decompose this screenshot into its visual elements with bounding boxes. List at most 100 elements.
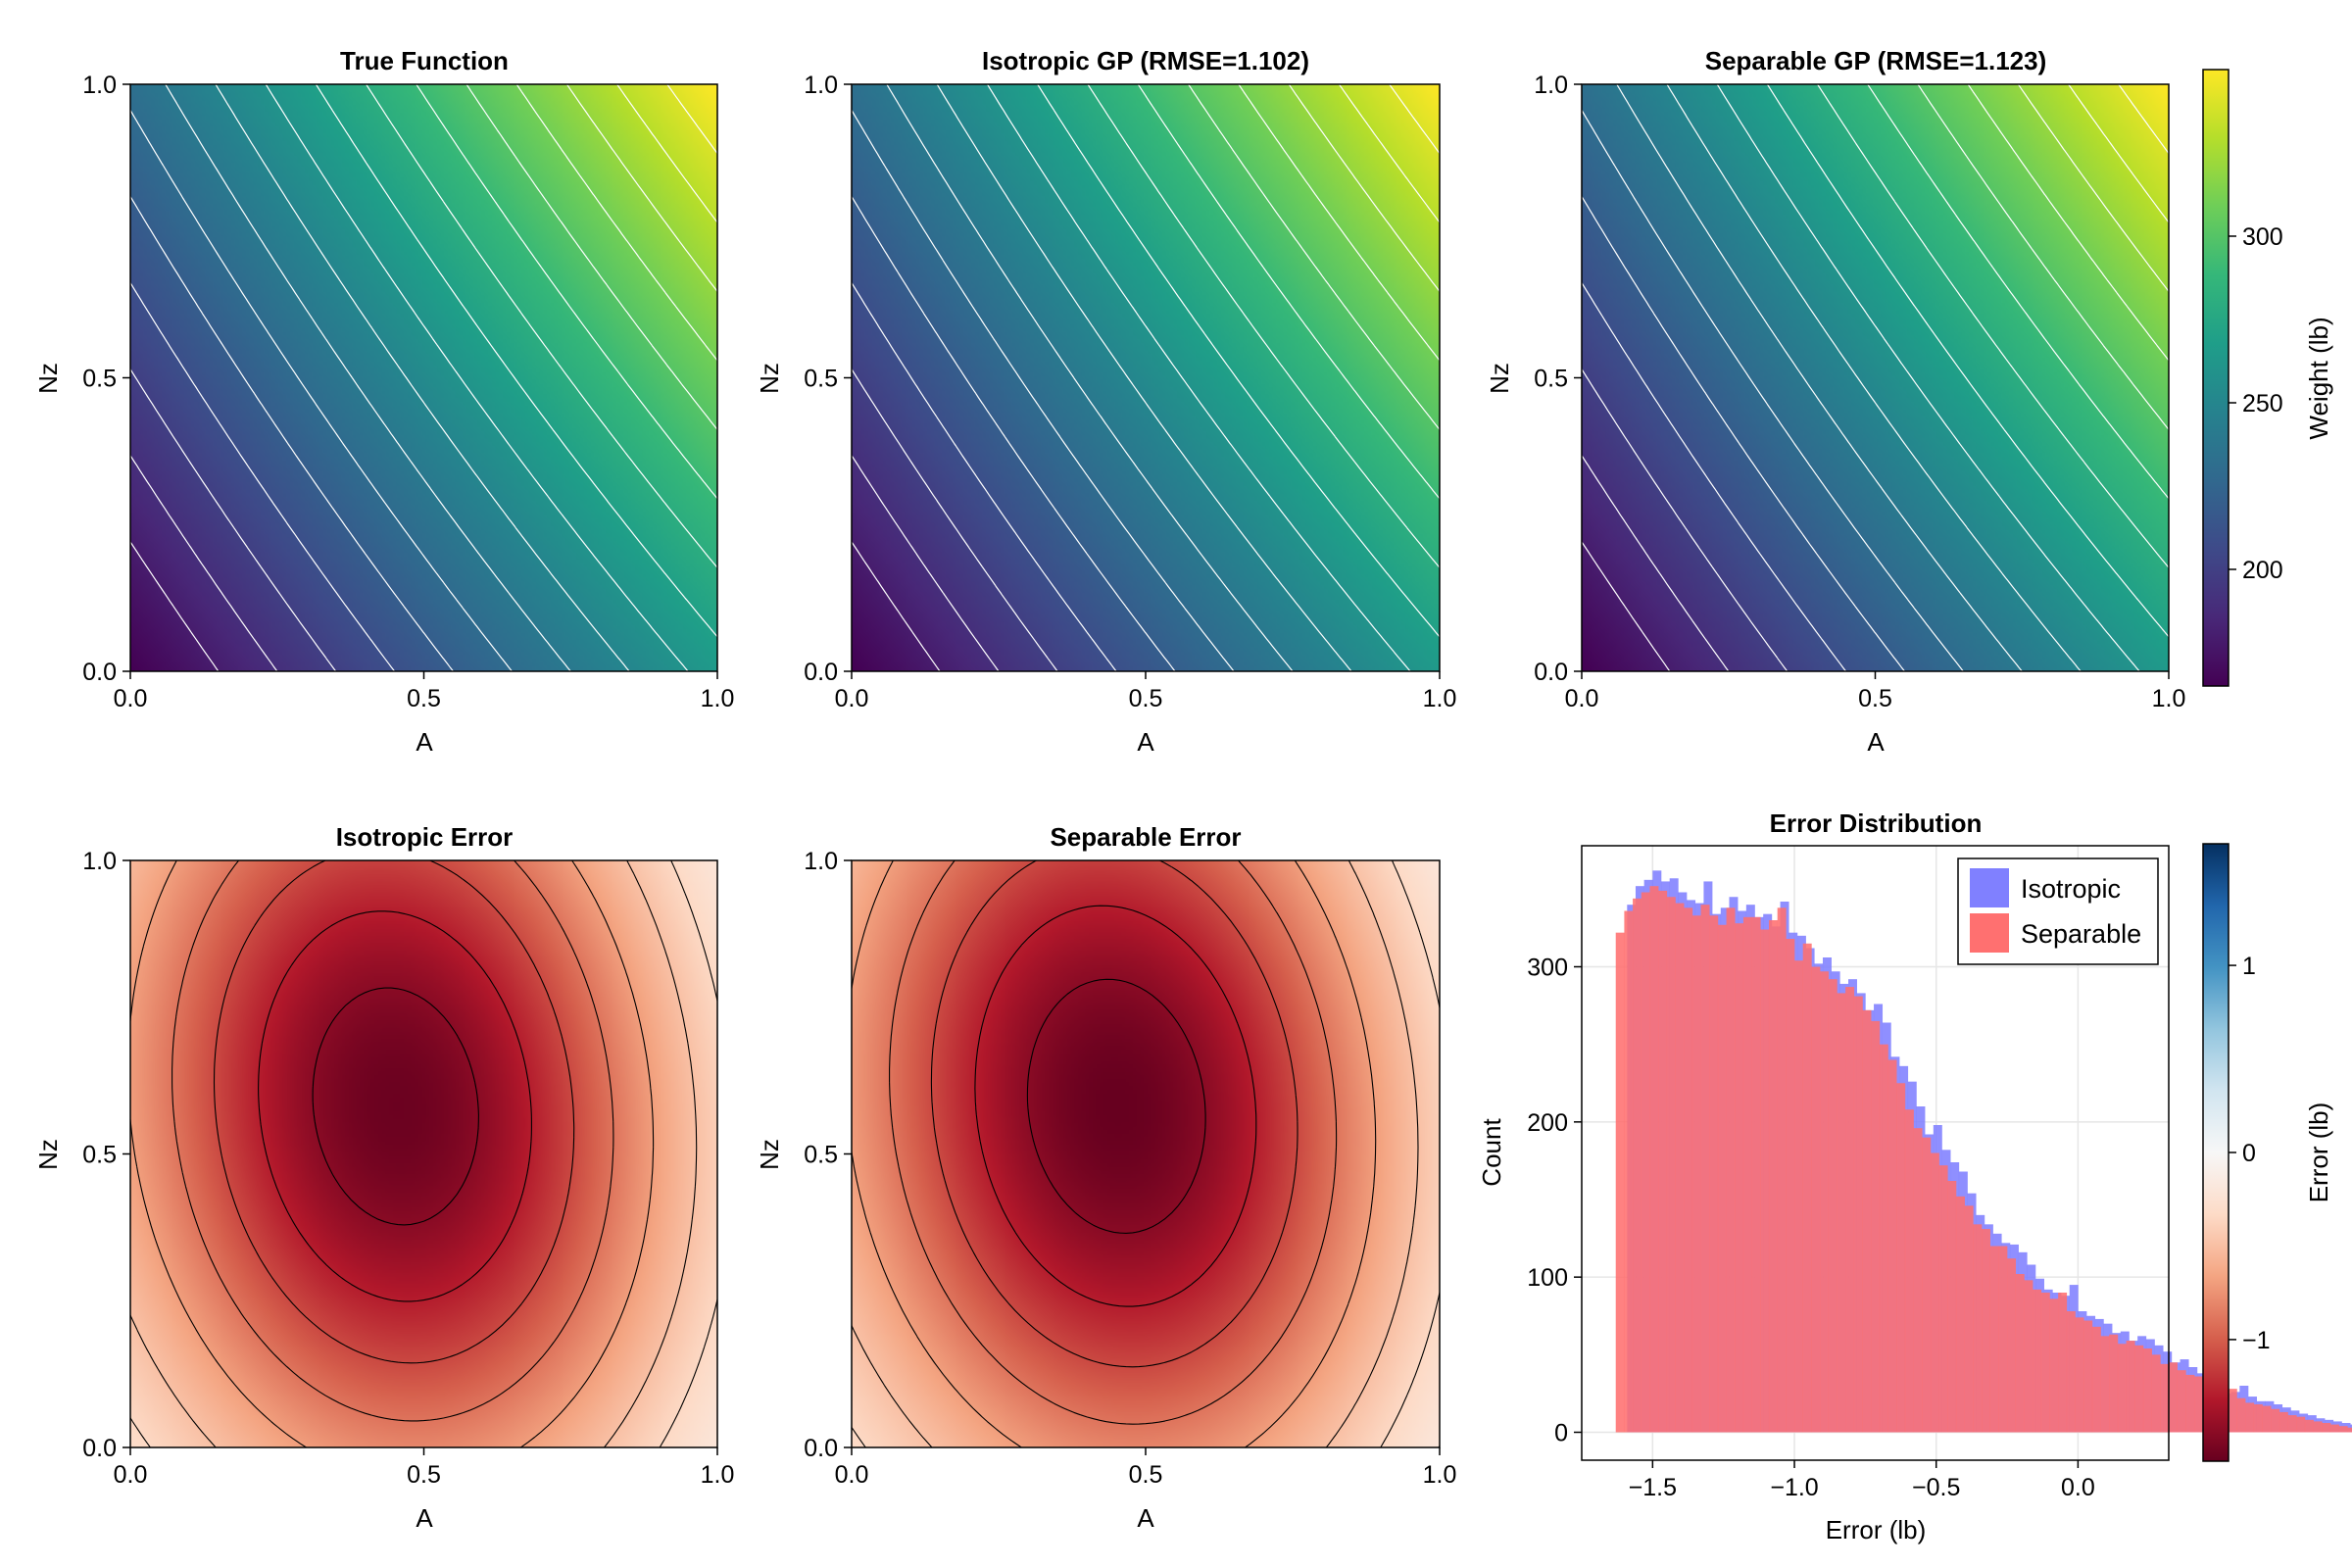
histogram-bar-separable xyxy=(2007,1258,2017,1433)
true-function-contour-line xyxy=(165,83,571,672)
histogram-bar-separable xyxy=(1811,966,1821,1433)
histogram-ytick-label: 0 xyxy=(1554,1420,1568,1447)
histogram-bar-separable xyxy=(1853,996,1863,1433)
histogram-bar-separable xyxy=(1709,915,1719,1433)
histogram-bar-separable xyxy=(1828,979,1838,1433)
error-distribution-xlabel: Error (lb) xyxy=(1826,1515,1927,1544)
histogram-bar-separable xyxy=(2245,1402,2255,1433)
isotropic-gp-contour-line xyxy=(886,83,1294,672)
separable-error-ytick-label: 0.5 xyxy=(804,1142,838,1169)
histogram-bar-separable xyxy=(2083,1320,2093,1433)
histogram-bar-separable xyxy=(2194,1376,2204,1433)
histogram-bar-separable xyxy=(2058,1293,2068,1433)
isotropic-error-ytick-label: 0.5 xyxy=(82,1142,117,1169)
true-function-contour-line xyxy=(515,83,718,362)
true-function-title: True Function xyxy=(340,46,509,75)
weight-colorbar-gradient xyxy=(2202,69,2230,687)
histogram-bar-separable xyxy=(1675,903,1685,1433)
histogram-bar-separable xyxy=(2066,1311,2076,1433)
isotropic-error-xlabel: A xyxy=(416,1503,433,1533)
histogram-bar-separable xyxy=(1615,932,1625,1433)
isotropic-gp-contour-line xyxy=(1188,83,1441,430)
histogram-bar-separable xyxy=(1751,916,1761,1433)
separable-error-contour-line xyxy=(930,859,1298,1368)
histogram-bar-separable xyxy=(1871,1020,1881,1433)
legend-swatch-isotropic xyxy=(1970,868,2009,907)
histogram-bar-separable xyxy=(2304,1419,2314,1433)
weight-colorbar-tick-label: 250 xyxy=(2242,390,2283,417)
separable-gp-panel: Separable GP (RMSE=1.123) 0.0 0.5 1.00.00.… xyxy=(1485,46,2185,757)
isotropic-error-xtick-label: 1.0 xyxy=(701,1461,735,1489)
histogram-bar-separable xyxy=(1624,910,1634,1433)
separable-gp-contour-line xyxy=(1581,196,1905,672)
isotropic-error-contour-line xyxy=(129,859,718,1448)
true-function-contour-line xyxy=(315,83,718,638)
separable-gp-contour-line xyxy=(1666,83,2082,672)
histogram-ticks: −1.5 −1.0 −0.5 0.0 0 100 200 300 xyxy=(1527,955,2095,1502)
true-function-contour-line xyxy=(416,83,718,500)
error-distribution-frame xyxy=(1581,845,2170,1461)
histogram-bar-separable xyxy=(1820,971,1830,1433)
separable-gp-ytick-label: 1.0 xyxy=(1534,72,1568,99)
separable-gp-contour-line xyxy=(1616,83,2023,672)
error-colorbar-tick-label: −1 xyxy=(2242,1327,2271,1354)
error-colorbar-ticks: −1 0 1 xyxy=(2229,953,2271,1354)
isotropic-gp-ticks: 0.0 0.5 1.0 0.0 0.5 1.0 xyxy=(804,72,1456,712)
isotropic-gp-xtick-label: 0.0 xyxy=(835,685,869,712)
histogram-bar-separable xyxy=(1633,898,1642,1433)
true-function-contour-line xyxy=(129,282,396,672)
isotropic-error-xtick-label: 0.5 xyxy=(407,1461,441,1489)
weight-colorbar-ticks: 200 250 300 xyxy=(2229,223,2283,584)
error-distribution-ylabel: Count xyxy=(1477,1118,1506,1187)
histogram-bar-separable xyxy=(2185,1374,2195,1433)
histogram-xtick-label: −1.5 xyxy=(1629,1474,1677,1501)
separable-gp-contour-line xyxy=(1581,455,1730,672)
isotropic-error-panel: Isotropic Error 0.0 0.5 1.0 0.0 0.5 1.0 A Nz xyxy=(33,822,734,1533)
true-function-contour-line xyxy=(215,83,630,672)
histogram-bar-separable xyxy=(1930,1152,1939,1433)
histogram-bar-separable xyxy=(1973,1224,1983,1433)
separable-error-ticks: 0.0 0.5 1.0 0.0 0.5 1.0 xyxy=(804,848,1456,1489)
histogram-bar-separable xyxy=(1802,943,1812,1433)
histogram-bar-separable xyxy=(1845,987,1855,1433)
isotropic-gp-xlabel: A xyxy=(1137,727,1154,757)
histogram-bar-separable xyxy=(2134,1345,2144,1433)
histogram-bar-separable xyxy=(1684,907,1693,1433)
error-distribution-title: Error Distribution xyxy=(1770,808,1983,838)
isotropic-error-contour-line xyxy=(129,859,655,1448)
histogram-bar-separable xyxy=(2322,1423,2331,1433)
histogram-bar-separable xyxy=(1742,916,1752,1433)
isotropic-error-ylabel: Nz xyxy=(33,1139,63,1170)
histogram-bar-separable xyxy=(2049,1298,2059,1433)
true-function-xtick-label: 1.0 xyxy=(701,685,735,712)
isotropic-gp-xtick-label: 0.5 xyxy=(1129,685,1163,712)
true-function-contour-line xyxy=(265,83,689,672)
histogram-bar-separable xyxy=(1649,886,1659,1433)
histogram-bar-separable xyxy=(2177,1370,2186,1433)
isotropic-gp-ytick-label: 0.5 xyxy=(804,366,838,393)
separable-gp-xtick-label: 0.0 xyxy=(1565,685,1599,712)
histogram-bar-separable xyxy=(1922,1137,1932,1433)
true-function-ticks: 0.0 0.5 1.0 0.0 0.5 1.0 xyxy=(82,72,734,712)
histogram-bar-separable xyxy=(1786,939,1795,1433)
histogram-bar-separable xyxy=(2253,1404,2263,1433)
separable-gp-xtick-label: 1.0 xyxy=(2152,685,2186,712)
separable-gp-ylabel: Nz xyxy=(1485,363,1514,394)
error-colorbar-label: Error (lb) xyxy=(2304,1102,2333,1203)
histogram-bar-separable xyxy=(1879,1044,1888,1433)
histogram-bar-separable xyxy=(1955,1196,1965,1433)
separable-gp-contour-line xyxy=(1867,83,2170,500)
true-function-contour-line xyxy=(129,196,454,672)
true-function-contour-line xyxy=(466,83,718,430)
true-function-contours xyxy=(129,83,718,672)
histogram-bar-separable xyxy=(2169,1362,2178,1433)
histogram-bars xyxy=(1615,870,2352,1433)
separable-error-title: Separable Error xyxy=(1050,822,1241,852)
separable-error-heatmap-image xyxy=(852,860,1440,1447)
separable-gp-contour-line xyxy=(1917,83,2170,430)
isotropic-gp-contour-line xyxy=(936,83,1352,672)
histogram-bar-separable xyxy=(1998,1246,2008,1433)
separable-error-xtick-label: 1.0 xyxy=(1423,1461,1457,1489)
histogram-ytick-label: 200 xyxy=(1527,1109,1568,1137)
histogram-bar-separable xyxy=(1717,924,1727,1433)
